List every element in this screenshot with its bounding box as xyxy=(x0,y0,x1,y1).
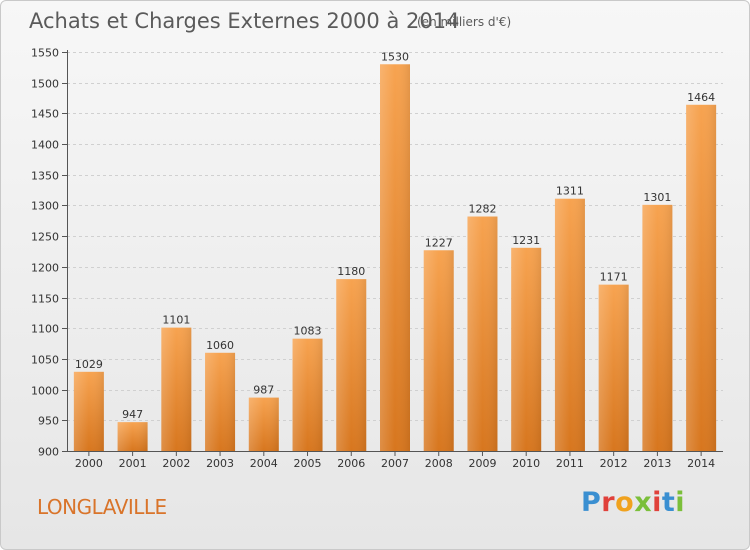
bar-shade xyxy=(336,279,367,451)
value-label: 1083 xyxy=(294,325,322,338)
y-tick-label: 1350 xyxy=(31,170,59,183)
y-tick-label: 1200 xyxy=(31,262,59,275)
logo-letter: P xyxy=(581,487,602,518)
y-tick-label: 1100 xyxy=(31,323,59,336)
bar-shade xyxy=(117,422,148,451)
y-tick-label: 1250 xyxy=(31,231,59,244)
y-tick-label: 1450 xyxy=(31,108,59,121)
proxiti-logo: Proxiti xyxy=(581,487,685,518)
bar-shade xyxy=(467,216,498,451)
y-tick-label: 1050 xyxy=(31,354,59,367)
value-label: 1311 xyxy=(556,185,584,198)
value-label: 1530 xyxy=(381,50,409,63)
x-tick-label: 2013 xyxy=(643,457,671,470)
value-label: 1301 xyxy=(643,191,671,204)
x-tick-label: 2006 xyxy=(337,457,365,470)
x-tick-label: 2003 xyxy=(206,457,234,470)
axes: 900 950 1000 1050 1100 1150 1200 1250 1300 1350 14… xyxy=(31,47,723,470)
place-name: LONGLAVILLE xyxy=(37,495,167,519)
value-label: 1464 xyxy=(687,91,715,104)
y-tick-label: 1400 xyxy=(31,139,59,152)
y-tick-label: 900 xyxy=(38,446,59,459)
y-tick-label: 1300 xyxy=(31,200,59,213)
value-label: 987 xyxy=(253,384,274,397)
value-label: 947 xyxy=(122,408,143,421)
bar-shade xyxy=(511,247,542,451)
bar-shade xyxy=(205,352,236,451)
bar-shade xyxy=(161,327,192,451)
bar-shade xyxy=(248,397,279,451)
value-label: 1227 xyxy=(425,236,453,249)
bar-shade xyxy=(380,64,410,452)
value-labels: 1029 947 1101 1060 987 1083 1180 1530 1227 1282 12… xyxy=(75,50,715,421)
x-tick-label: 2007 xyxy=(381,457,409,470)
x-tick-label: 2005 xyxy=(294,457,322,470)
logo-letter: i xyxy=(652,487,662,518)
chart-subtitle: (en milliers d'€) xyxy=(417,15,512,29)
bar-shade xyxy=(686,104,717,451)
x-tick-label: 2010 xyxy=(512,457,540,470)
bars xyxy=(73,64,717,452)
chart-title: Achats et Charges Externes 2000 à 2014 xyxy=(29,9,460,33)
logo-letter: r xyxy=(601,487,616,518)
x-tick-label: 2008 xyxy=(425,457,453,470)
logo-letter: t xyxy=(661,487,676,518)
bar-shade xyxy=(598,284,629,451)
bar-shade xyxy=(642,204,673,451)
bar-shade xyxy=(73,371,104,451)
x-tick-label: 2011 xyxy=(556,457,584,470)
y-tick-label: 1150 xyxy=(31,293,59,306)
value-label: 1101 xyxy=(162,314,190,327)
x-tick-label: 2002 xyxy=(162,457,190,470)
x-tick-label: 2004 xyxy=(250,457,278,470)
bar-shade xyxy=(423,250,454,451)
y-tick-label: 1550 xyxy=(31,47,59,60)
logo-letter: i xyxy=(675,487,686,518)
y-tick-label: 950 xyxy=(38,415,59,428)
value-label: 1171 xyxy=(600,271,628,284)
x-tick-label: 2009 xyxy=(468,457,496,470)
x-tick-label: 2014 xyxy=(687,457,715,470)
logo-letter: x xyxy=(634,487,653,518)
bar-shade xyxy=(292,338,323,451)
value-label: 1231 xyxy=(512,234,540,247)
value-label: 1060 xyxy=(206,339,234,352)
value-label: 1029 xyxy=(75,358,103,371)
bar-shade xyxy=(554,198,585,451)
x-tick-label: 2000 xyxy=(75,457,103,470)
x-tick-label: 2012 xyxy=(600,457,628,470)
y-tick-label: 1000 xyxy=(31,385,59,398)
logo-letter: o xyxy=(615,487,635,518)
x-tick-label: 2001 xyxy=(119,457,147,470)
y-tick-label: 1500 xyxy=(31,78,59,91)
value-label: 1180 xyxy=(337,265,365,278)
value-label: 1282 xyxy=(468,203,496,216)
